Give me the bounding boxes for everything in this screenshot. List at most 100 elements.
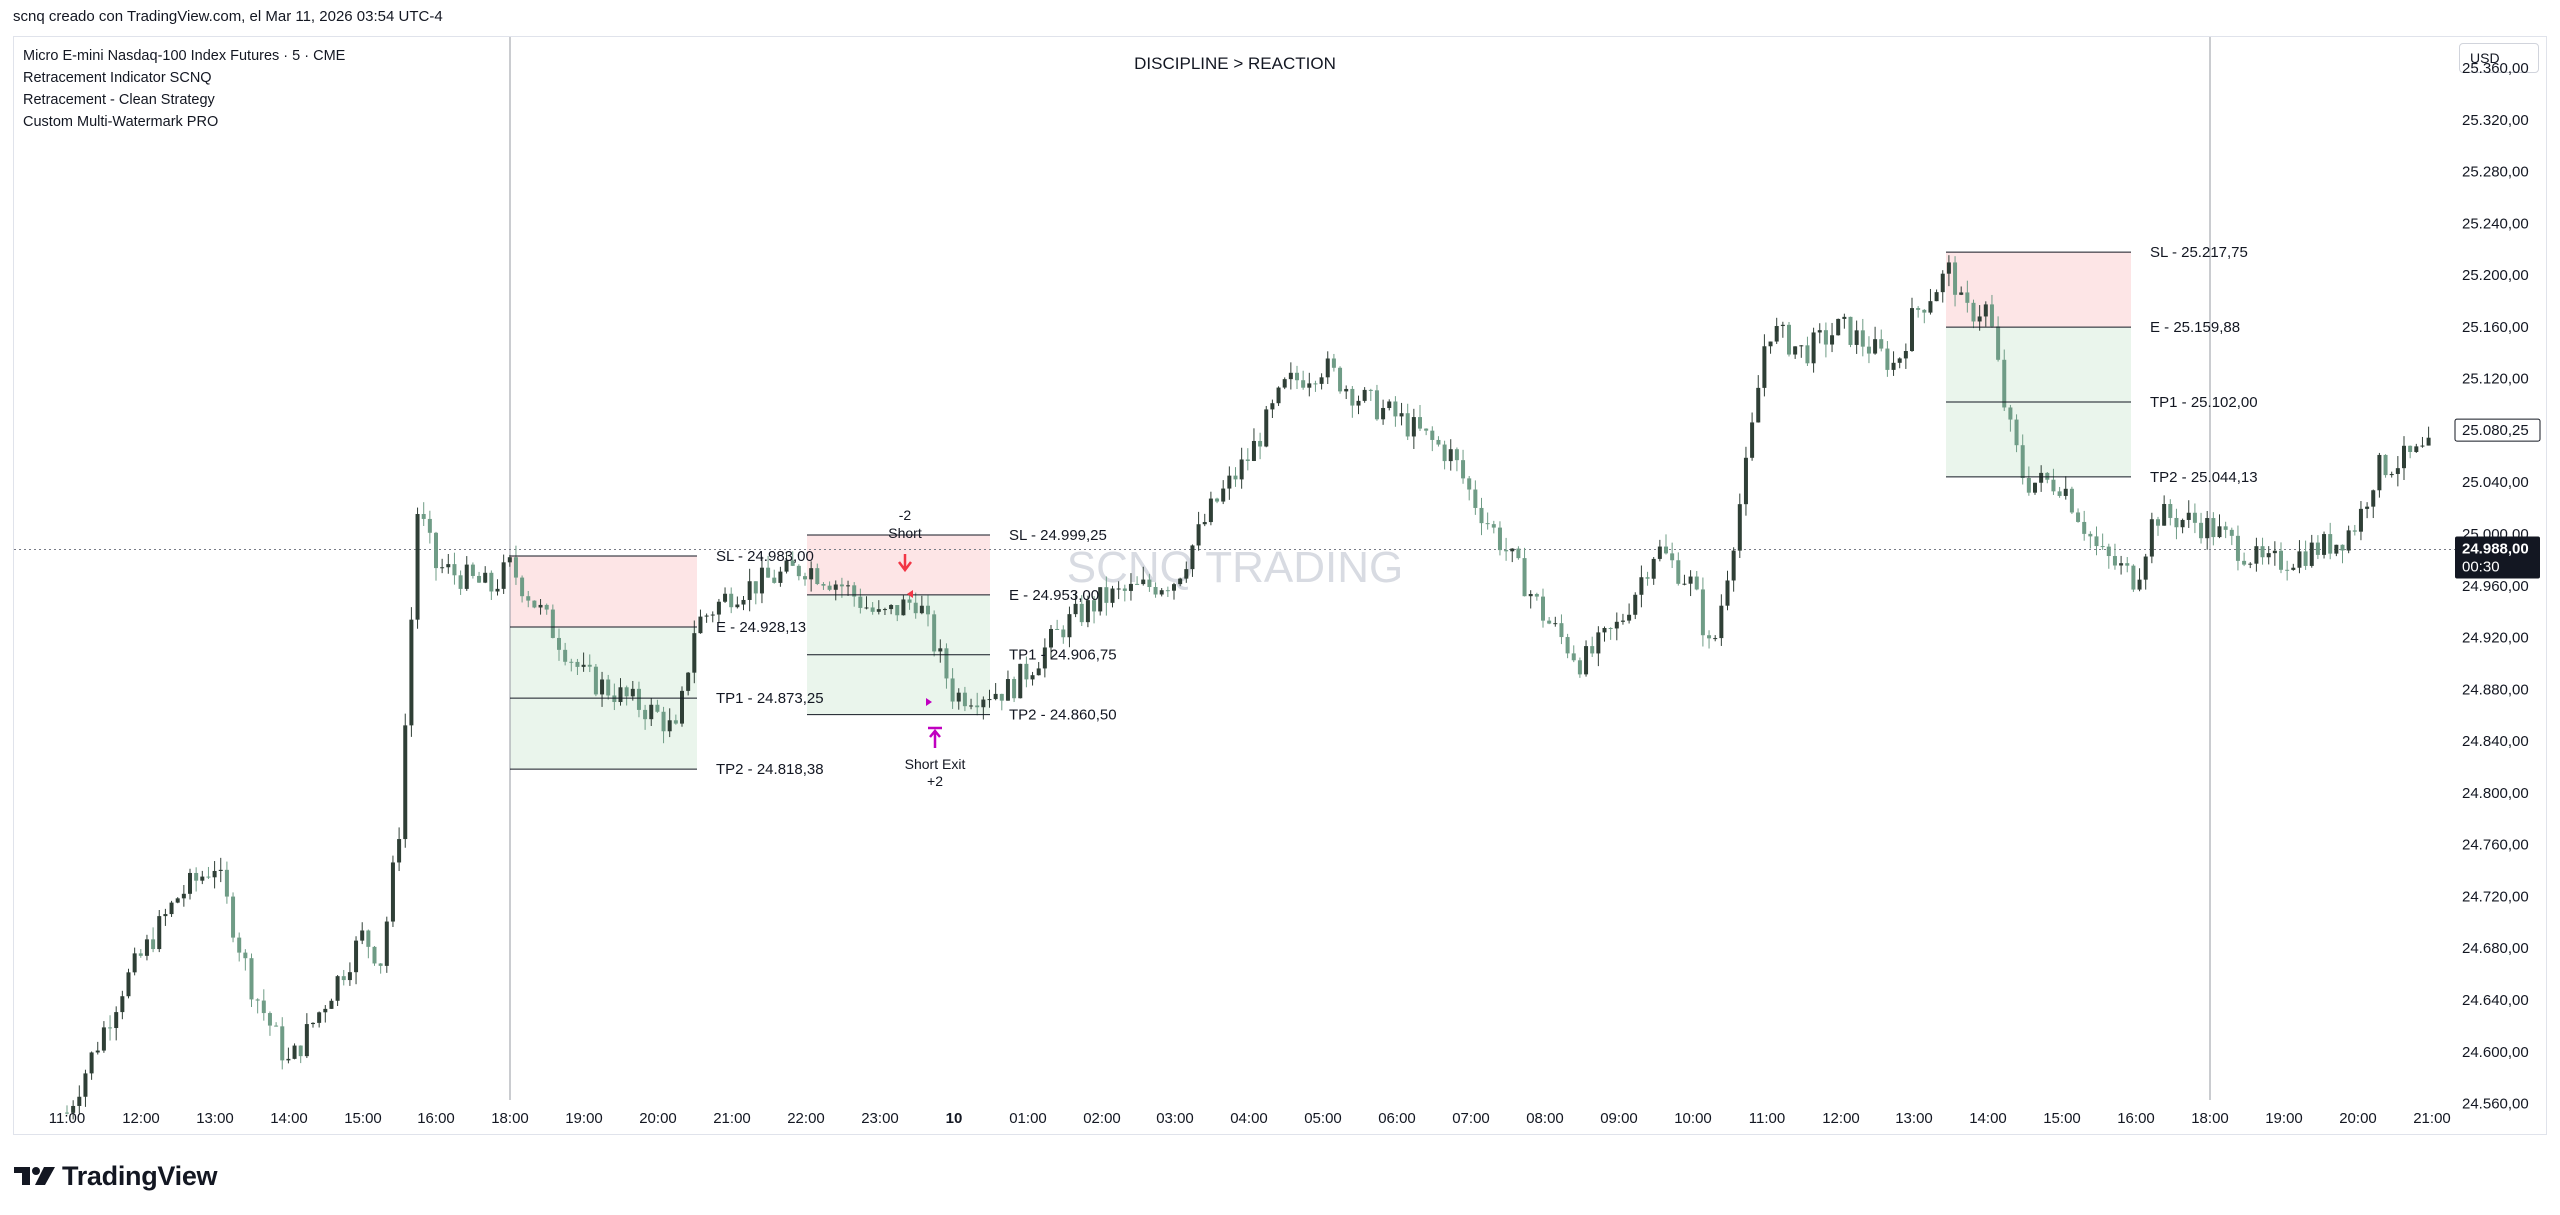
candle-body <box>1670 553 1675 561</box>
candle-body <box>1707 635 1712 639</box>
tradingview-logo[interactable]: TradingView <box>14 1160 218 1192</box>
candle-body <box>2395 468 2400 474</box>
candle <box>1866 336 1871 364</box>
candle-body <box>803 576 807 580</box>
candle <box>704 613 709 623</box>
x-tick-label: 18:00 <box>491 1110 529 1127</box>
candle-body <box>1860 330 1865 347</box>
candle-body <box>606 679 611 696</box>
candle-body <box>2112 556 2117 566</box>
candle <box>692 620 697 684</box>
candle-body <box>593 666 598 695</box>
candle <box>1098 587 1103 616</box>
candle-body <box>1405 413 1410 437</box>
candle-body <box>1227 475 1232 489</box>
x-tick-label: 07:00 <box>1452 1110 1490 1127</box>
x-tick-label: 08:00 <box>1526 1110 1564 1127</box>
signal-short-exit-label: Short Exit <box>905 756 966 772</box>
candle <box>1762 334 1767 397</box>
candle-body <box>427 518 432 533</box>
x-tick-label: 20:00 <box>639 1110 677 1127</box>
candle-body <box>686 672 691 691</box>
candle-body <box>2088 533 2093 537</box>
candle <box>2149 512 2154 564</box>
candle-body <box>489 572 494 592</box>
level-label-e: E - 24.953,00 <box>1009 587 1099 604</box>
candle <box>341 969 346 986</box>
candle-body <box>446 564 451 568</box>
candle <box>667 708 672 738</box>
candle-body <box>2082 521 2087 534</box>
candle-body <box>864 607 869 609</box>
candle-body <box>1922 309 1927 313</box>
candle <box>1989 294 1994 328</box>
candle-body <box>1491 524 1496 528</box>
candle-body <box>612 695 617 703</box>
candle <box>1461 449 1466 484</box>
candle <box>2137 568 2142 592</box>
candle-body <box>2315 542 2320 555</box>
candle-body <box>89 1052 94 1074</box>
legend-indicator-watermark[interactable]: Custom Multi-Watermark PRO <box>23 114 219 130</box>
candle <box>790 551 795 567</box>
chart-title: DISCIPLINE > REACTION <box>1134 54 1336 73</box>
candle <box>169 900 174 917</box>
candle-body <box>1473 489 1478 508</box>
level-label-sl: SL - 25.217,75 <box>2150 244 2248 261</box>
candle-body <box>2045 472 2050 480</box>
candle-body <box>1940 273 1945 293</box>
candle-body <box>1325 358 1330 378</box>
candle-body <box>95 1050 100 1053</box>
candle <box>329 998 334 1009</box>
candle <box>360 922 365 945</box>
last-price-label-box <box>2455 536 2540 579</box>
candle <box>2199 512 2204 544</box>
candle <box>1848 316 1853 348</box>
candle <box>249 953 254 1007</box>
candle <box>1399 402 1404 426</box>
candle-body <box>1424 428 1429 431</box>
candle <box>2414 443 2419 453</box>
candle <box>1393 396 1398 427</box>
candle-body <box>1897 358 1902 363</box>
candle <box>2272 541 2277 566</box>
candle-body <box>2272 550 2277 554</box>
candle <box>1504 537 1509 561</box>
candle <box>95 1041 100 1055</box>
x-tick-label: 19:00 <box>2265 1110 2303 1127</box>
candle <box>643 704 648 730</box>
x-tick-label: 02:00 <box>1083 1110 1121 1127</box>
currency-button[interactable]: USD <box>2459 43 2539 73</box>
candle-body <box>470 564 475 576</box>
candle <box>753 581 758 605</box>
candle-body <box>766 567 771 578</box>
legend-symbol[interactable]: Micro E-mini Nasdaq-100 Index Futures · … <box>23 48 346 64</box>
candle-body <box>1042 647 1047 669</box>
candle <box>1436 436 1441 447</box>
candle <box>434 531 438 581</box>
candle-body <box>698 616 703 634</box>
candle <box>630 680 635 701</box>
candle <box>587 654 592 673</box>
candle-body <box>630 688 635 697</box>
candle <box>2168 499 2173 526</box>
x-tick-label: 22:00 <box>787 1110 825 1127</box>
candle-body <box>1338 367 1343 392</box>
candle-body <box>138 953 143 956</box>
candle <box>1602 626 1607 642</box>
candle <box>1590 636 1595 657</box>
candle-body <box>1092 600 1097 612</box>
candle-body <box>1178 578 1183 585</box>
y-tick-label: 24.920,00 <box>2462 630 2529 647</box>
candle <box>2100 533 2105 550</box>
legend-indicator-retracement[interactable]: Retracement Indicator SCNQ <box>23 70 212 86</box>
candle-body <box>710 614 715 616</box>
candle-body <box>1018 663 1023 699</box>
candle-body <box>1830 335 1835 345</box>
candle-body <box>1461 460 1466 479</box>
candle <box>698 609 703 634</box>
candle <box>2180 518 2185 534</box>
candle <box>618 678 623 706</box>
legend-indicator-strategy[interactable]: Retracement - Clean Strategy <box>23 92 215 108</box>
